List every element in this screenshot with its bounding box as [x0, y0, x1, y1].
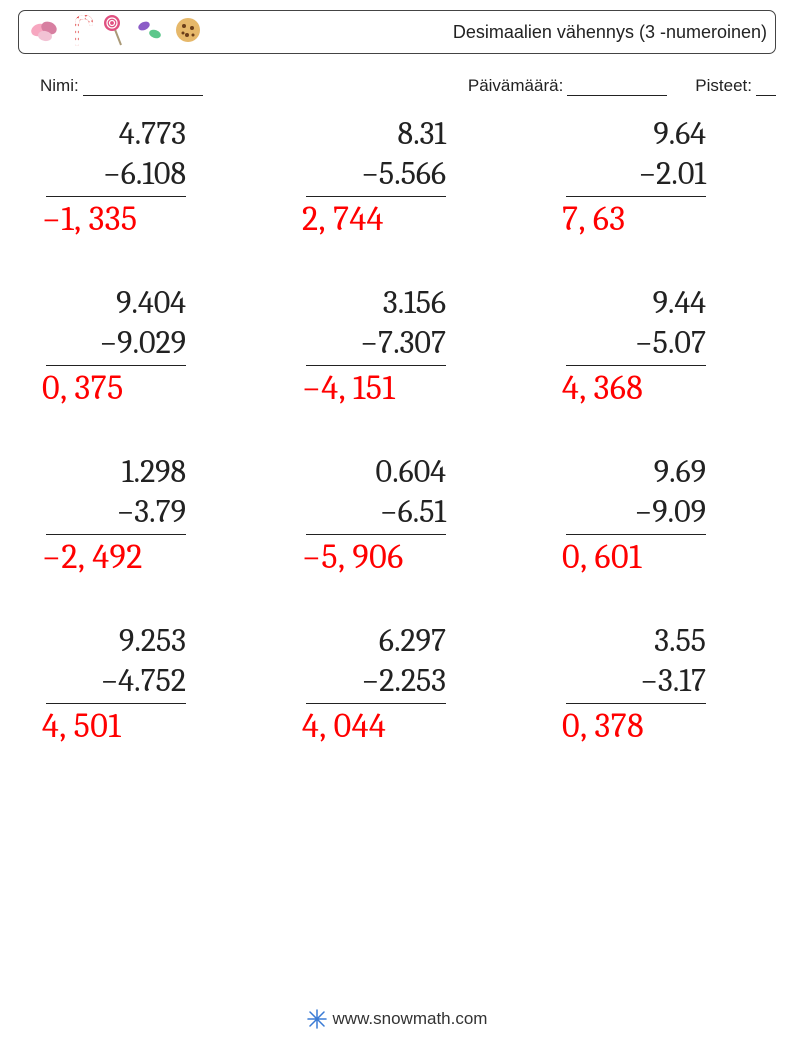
minuend: 8.31 [306, 114, 446, 154]
operation-block: 0.604−6.51 [300, 452, 452, 535]
problem: 9.404−9.0290, 375 [40, 283, 260, 408]
problem: 9.253−4.7524, 501 [40, 621, 260, 746]
minuend: 9.44 [566, 283, 706, 323]
subtrahend: −5.566 [306, 154, 446, 197]
snowflake-icon [307, 1009, 327, 1029]
minuend: 9.253 [46, 621, 186, 661]
problem: 4.773−6.108−1, 335 [40, 114, 260, 239]
operation-block: 3.156−7.307 [300, 283, 452, 366]
header-icons [27, 13, 203, 52]
candycane-icon [71, 14, 93, 51]
operation-block: 4.773−6.108 [40, 114, 192, 197]
meta-row: Nimi: Päivämäärä: Pisteet: [40, 76, 776, 96]
operation-block: 6.297−2.253 [300, 621, 452, 704]
cookie-icon [173, 15, 203, 50]
answer: −1, 335 [40, 199, 138, 239]
score-blank[interactable] [756, 81, 776, 96]
minuend: 3.156 [306, 283, 446, 323]
problem: 9.64−2.017, 63 [560, 114, 780, 239]
footer-url: www.snowmath.com [333, 1009, 488, 1029]
answer: −5, 906 [300, 537, 404, 577]
minuend: 4.773 [46, 114, 186, 154]
operation-block: 9.44−5.07 [560, 283, 712, 366]
answer: 4, 501 [40, 706, 121, 746]
problem: 9.69−9.090, 601 [560, 452, 780, 577]
subtrahend: −6.51 [306, 492, 446, 535]
minuend: 3.55 [566, 621, 706, 661]
answer: 0, 601 [560, 537, 642, 577]
minuend: 9.404 [46, 283, 186, 323]
date-label: Päivämäärä: [468, 76, 563, 96]
answer: 4, 044 [300, 706, 386, 746]
subtrahend: −6.108 [46, 154, 186, 197]
operation-block: 3.55−3.17 [560, 621, 712, 704]
operation-block: 9.253−4.752 [40, 621, 192, 704]
minuend: 0.604 [306, 452, 446, 492]
problem: 3.156−7.307−4, 151 [300, 283, 520, 408]
minuend: 1.298 [46, 452, 186, 492]
footer-logo: www.snowmath.com [307, 1009, 488, 1029]
name-label: Nimi: [40, 76, 79, 96]
answer: 7, 63 [560, 199, 626, 239]
operation-block: 8.31−5.566 [300, 114, 452, 197]
subtrahend: −7.307 [306, 323, 446, 366]
operation-block: 9.404−9.029 [40, 283, 192, 366]
operation-block: 9.64−2.01 [560, 114, 712, 197]
minuend: 9.69 [566, 452, 706, 492]
worksheet-page: Desimaalien vähennys (3 -numeroinen) Nim… [0, 0, 794, 1053]
problem: 0.604−6.51−5, 906 [300, 452, 520, 577]
problem: 9.44−5.074, 368 [560, 283, 780, 408]
problem: 1.298−3.79−2, 492 [40, 452, 260, 577]
jellybeans-icon [135, 16, 165, 49]
answer: 4, 368 [560, 368, 643, 408]
subtrahend: −4.752 [46, 661, 186, 704]
score-label: Pisteet: [695, 76, 752, 96]
minuend: 6.297 [306, 621, 446, 661]
problem: 8.31−5.5662, 744 [300, 114, 520, 239]
worksheet-title: Desimaalien vähennys (3 -numeroinen) [453, 22, 767, 43]
subtrahend: −3.79 [46, 492, 186, 535]
problem: 3.55−3.170, 378 [560, 621, 780, 746]
answer: 2, 744 [300, 199, 384, 239]
subtrahend: −2.253 [306, 661, 446, 704]
problem: 6.297−2.2534, 044 [300, 621, 520, 746]
minuend: 9.64 [566, 114, 706, 154]
answer: −2, 492 [40, 537, 143, 577]
problems-grid: 4.773−6.108−1, 3358.31−5.5662, 7449.64−2… [40, 114, 794, 746]
answer: 0, 378 [560, 706, 644, 746]
lollipop-icon [101, 13, 127, 52]
candy-icon [27, 16, 63, 49]
header-bar: Desimaalien vähennys (3 -numeroinen) [18, 10, 776, 54]
operation-block: 9.69−9.09 [560, 452, 712, 535]
name-field: Nimi: [40, 76, 203, 96]
answer: 0, 375 [40, 368, 124, 408]
subtrahend: −9.029 [46, 323, 186, 366]
subtrahend: −3.17 [566, 661, 706, 704]
subtrahend: −2.01 [566, 154, 706, 197]
operation-block: 1.298−3.79 [40, 452, 192, 535]
date-blank[interactable] [567, 81, 667, 96]
subtrahend: −5.07 [566, 323, 706, 366]
name-blank[interactable] [83, 81, 203, 96]
date-field: Päivämäärä: [468, 76, 667, 96]
subtrahend: −9.09 [566, 492, 706, 535]
footer: www.snowmath.com [0, 1009, 794, 1029]
answer: −4, 151 [300, 368, 395, 408]
score-field: Pisteet: [695, 76, 776, 96]
